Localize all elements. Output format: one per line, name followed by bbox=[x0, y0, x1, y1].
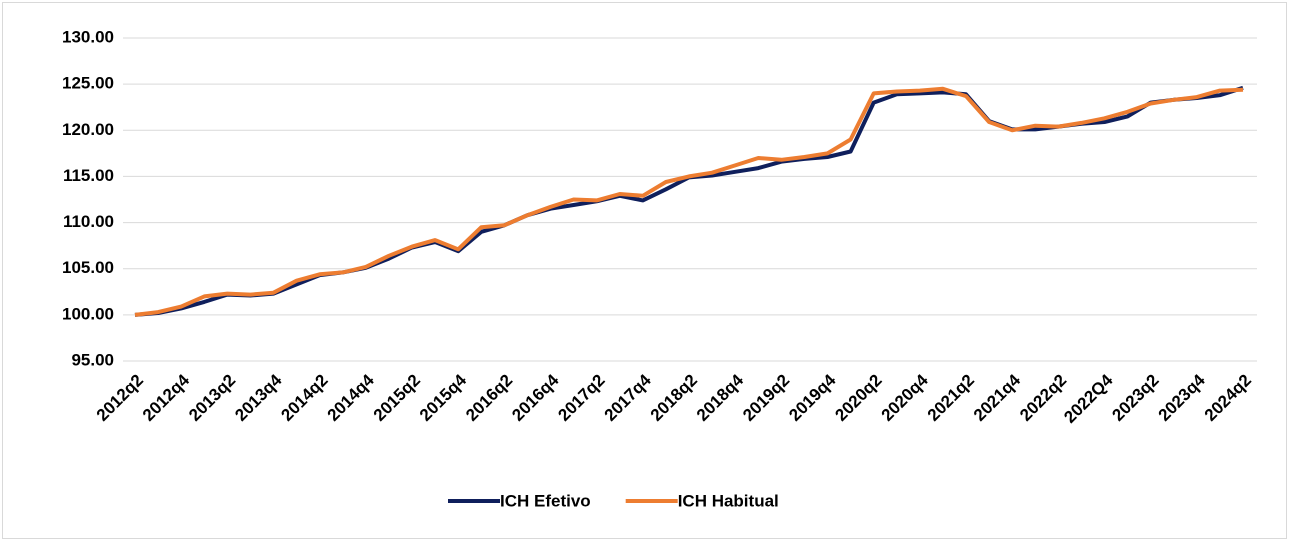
y-tick-label: 130.00 bbox=[62, 27, 114, 46]
y-tick-label: 105.00 bbox=[62, 258, 114, 277]
y-tick-label: 95.00 bbox=[71, 350, 114, 369]
legend-label: ICH Efetivo bbox=[500, 491, 591, 510]
y-tick-label: 100.00 bbox=[62, 304, 114, 323]
legend-label: ICH Habitual bbox=[678, 491, 779, 510]
y-tick-label: 115.00 bbox=[63, 166, 114, 185]
y-tick-label: 120.00 bbox=[62, 120, 114, 139]
series-line bbox=[134, 86, 1244, 317]
y-tick-label: 110.00 bbox=[63, 212, 114, 231]
y-tick-label: 125.00 bbox=[62, 74, 114, 93]
